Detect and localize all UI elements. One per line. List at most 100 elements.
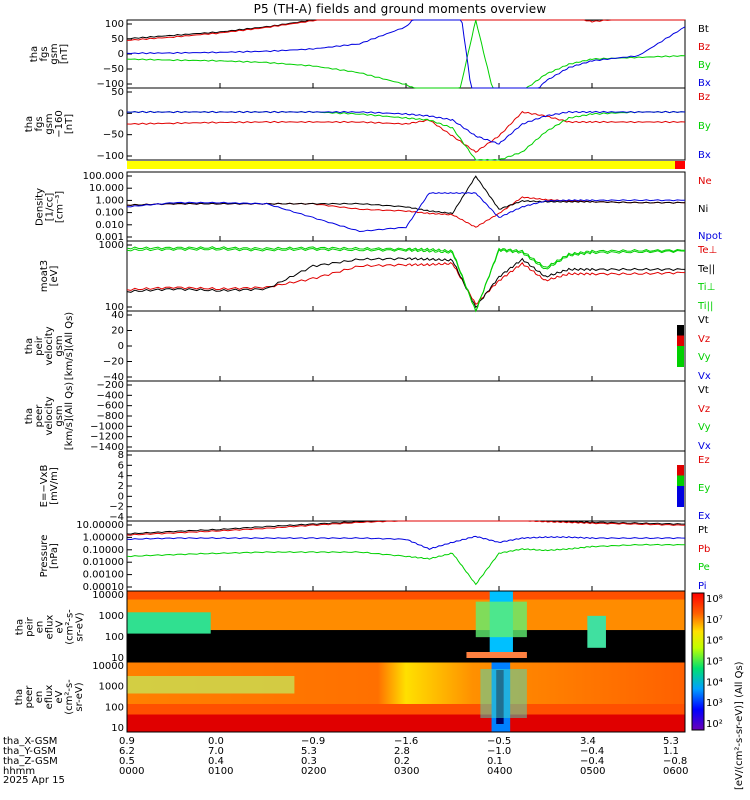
series-line-Bt: [126, 19, 685, 40]
series-line-Te⊥: [126, 261, 686, 306]
spec-band-low: [127, 714, 685, 732]
legend-Ex: Ex: [698, 511, 711, 522]
legend-Bt: Bt: [698, 24, 709, 35]
y-tick-label: 6: [118, 460, 124, 471]
y-tick-label: −20: [103, 357, 124, 368]
y-tick-label: 0.010: [95, 220, 124, 231]
legend-Bz: Bz: [698, 42, 711, 53]
y-tick-label: −200: [97, 380, 124, 391]
y-tick-label: 40: [111, 310, 124, 321]
y-tick-label: 0.001: [95, 232, 124, 243]
colorbar: [691, 592, 705, 731]
legend-Pb: Pb: [698, 543, 711, 555]
y-tick-label: 100.000: [83, 171, 124, 182]
colorbar-tick: 10⁸: [706, 594, 723, 605]
series-line-Bz: [126, 110, 686, 153]
x-row-name: hhmm: [3, 766, 36, 777]
x-row-name: tha_Y-GSM: [3, 746, 57, 757]
y-axis-label: tha peir en eflux eV (cm²-s- sr-eV): [14, 608, 85, 645]
x-row-value: 0100: [208, 766, 234, 777]
y-tick-label: 0: [118, 49, 124, 60]
y-tick-label: 1.000: [95, 195, 124, 206]
legend-Ni: Ni: [698, 203, 709, 215]
y-tick-label: −1200: [90, 432, 124, 443]
x-row-value: 2.8: [394, 746, 410, 757]
panel-frame-0: [126, 19, 686, 89]
x-row-name: tha_X-GSM: [3, 736, 58, 747]
y-tick-label: −800: [97, 411, 124, 422]
legend-Vx: Vx: [698, 441, 711, 452]
series-line-Bx: [126, 19, 686, 89]
x-row-value: 0.5: [119, 756, 135, 767]
legend-Vz: Vz: [698, 333, 711, 345]
series-group: [126, 246, 686, 313]
spec-event-2: [587, 615, 606, 648]
edge-burst: [677, 486, 684, 507]
y-tick-label: 2: [118, 481, 124, 492]
y-tick-label: 100: [105, 302, 124, 313]
y-tick-label: 20: [111, 326, 124, 337]
y-tick-label: 0.01000: [83, 557, 124, 568]
legend-Vy: Vy: [698, 352, 711, 364]
y-tick-label: 10000: [92, 590, 124, 601]
legend-Vz: Vz: [698, 403, 711, 415]
x-row-value: −1.0: [487, 746, 512, 757]
y-tick-label: −4: [109, 512, 124, 523]
legend-Te⊥: Te⊥: [698, 245, 718, 256]
y-axis-label: Pressure [nPa]: [39, 534, 60, 578]
y-tick-label: −100: [97, 151, 124, 162]
legend-Te||: Te||: [698, 263, 716, 275]
legend-Ey: Ey: [698, 483, 711, 494]
spec-marker: [466, 652, 527, 658]
series-line-Ti⊥: [126, 247, 686, 313]
y-tick-label: −600: [97, 401, 124, 412]
y-tick-label: 50: [111, 87, 124, 98]
spec-event-halo: [475, 601, 527, 638]
legend-Npot: Npot: [698, 231, 722, 242]
colorbar-tick: 10²: [706, 719, 723, 730]
colorbar-label: [eV/(cm²-s-sr-eV)] (All Qs): [734, 661, 745, 790]
y-tick-label: 0: [118, 108, 124, 119]
series-group: [126, 19, 686, 89]
y-axis-label: tha fgs gsm −160 [nT]: [24, 110, 75, 138]
y-tick-label: 1.00000: [83, 532, 124, 543]
y-tick-label: 50: [111, 34, 124, 45]
x-row-value: 5.3: [301, 746, 317, 757]
y-tick-label: −40: [103, 372, 124, 383]
y-tick-label: 100: [105, 19, 124, 30]
y-tick-label: −50: [103, 64, 124, 75]
y-tick-label: 8: [118, 450, 124, 461]
date-label: 2025 Apr 15: [3, 775, 65, 786]
x-row-value: −0.5: [487, 736, 512, 747]
series-line-Ti||: [126, 246, 686, 313]
y-tick-label: 0.00100: [83, 570, 124, 581]
spec-band-green: [127, 612, 211, 634]
spec-band-top: [127, 591, 685, 600]
y-tick-label: 0.10000: [83, 545, 124, 556]
y-tick-label: −50: [103, 130, 124, 141]
x-row-value: −0.8: [663, 756, 688, 767]
x-row-value: −0.4: [580, 756, 605, 767]
legend-Vt: Vt: [698, 315, 709, 326]
panel-frame-4: [126, 310, 686, 382]
y-axis-label: tha peer en eflux eV (cm²-s- sr-eV): [14, 679, 85, 715]
legend-Vx: Vx: [698, 371, 711, 382]
legend-Ti⊥: Ti⊥: [698, 282, 716, 294]
legend-Bz: Bz: [698, 92, 711, 103]
colorbar-tick: 10⁶: [706, 636, 723, 647]
y-tick-label: 10.000: [89, 183, 124, 194]
y-tick-label: 100: [105, 702, 124, 713]
y-tick-label: 100: [105, 632, 124, 643]
spec-frame: [126, 661, 686, 733]
series-line-Bz: [126, 19, 685, 41]
x-row-value: 0300: [394, 766, 420, 777]
y-tick-label: 10: [111, 653, 124, 664]
spectrogram-1: [126, 661, 686, 733]
y-tick-label: 4: [118, 471, 124, 482]
legend-Pt: Pt: [698, 525, 708, 536]
series-line-Ni: [126, 175, 686, 215]
legend-Vt: Vt: [698, 385, 709, 396]
legend-Bx: Bx: [698, 78, 711, 89]
x-row-value: 0400: [487, 766, 513, 777]
